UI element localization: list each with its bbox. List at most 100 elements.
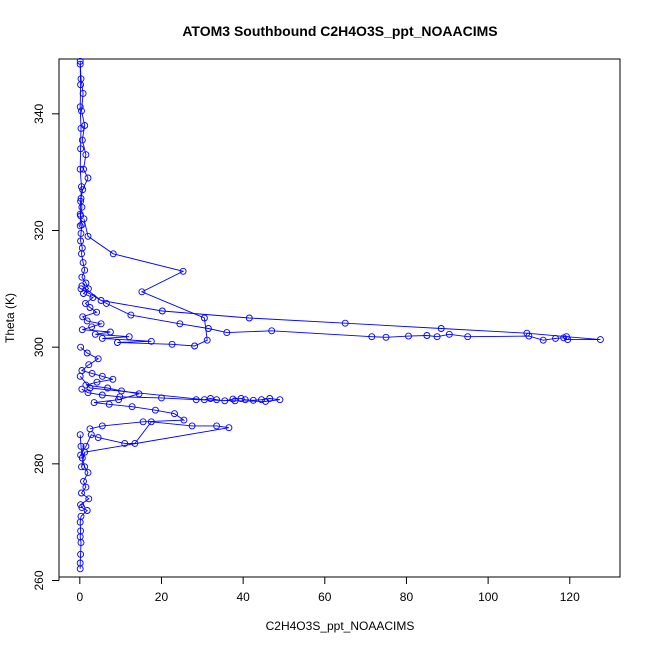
data-point (158, 394, 165, 402)
data-point (78, 203, 86, 211)
data-point (262, 397, 270, 405)
data-point (104, 384, 112, 392)
data-point (82, 483, 90, 491)
data-point (76, 103, 84, 111)
data-point (76, 518, 84, 526)
data-point (539, 336, 547, 344)
data-point (78, 326, 86, 334)
data-point (84, 174, 92, 182)
y-tick-label: 300 (32, 337, 46, 357)
y-tick-label: 320 (32, 220, 46, 240)
data-point (86, 304, 94, 311)
data-point (106, 328, 114, 336)
data-point (237, 395, 245, 402)
data-point (258, 396, 265, 404)
data-point (131, 439, 139, 447)
data-point (98, 391, 106, 399)
data-point (85, 361, 93, 369)
data-point (81, 463, 89, 471)
data-point (188, 422, 196, 430)
data-point (80, 165, 87, 173)
data-point (77, 539, 85, 547)
data-point (77, 212, 85, 220)
data-point (81, 266, 89, 274)
data-point (90, 399, 98, 407)
data-point (382, 333, 390, 341)
data-point (127, 311, 135, 319)
data-series (76, 57, 92, 230)
x-axis-label: C2H4O3S_ppt_NOAACIMS (266, 619, 415, 633)
data-point (77, 285, 85, 293)
data-point (76, 431, 84, 439)
data-point (76, 57, 84, 65)
data-point (563, 333, 570, 341)
data-point (83, 507, 91, 514)
data-point (79, 186, 87, 194)
data-point (179, 267, 187, 275)
data-point (341, 319, 349, 327)
data-point (98, 422, 106, 430)
data-point (116, 393, 124, 401)
data-point (93, 308, 101, 316)
plot-frame (58, 58, 621, 578)
data-series (77, 418, 233, 471)
data-point (82, 299, 89, 307)
data-point (200, 314, 208, 322)
data-point (97, 297, 105, 304)
data-point (596, 336, 604, 344)
x-axis: 0 20 40 60 80 100 120 (76, 576, 580, 604)
data-point (405, 332, 412, 340)
x-tick-label: 120 (560, 590, 580, 604)
data-point (83, 317, 91, 325)
data-series (76, 431, 93, 573)
data-point (82, 151, 90, 159)
data-point (180, 416, 188, 424)
data-point (139, 418, 147, 426)
data-point (423, 332, 431, 339)
data-point (223, 329, 231, 337)
series-line (79, 376, 280, 402)
x-tick-label: 0 (76, 590, 83, 604)
data-point (231, 397, 239, 405)
data-point (147, 337, 155, 345)
data-point (191, 342, 199, 350)
data-point (83, 349, 91, 357)
y-tick-label: 340 (32, 104, 46, 124)
data-point (97, 320, 105, 328)
data-point (229, 395, 237, 403)
data-point (433, 333, 441, 341)
data-point (204, 325, 212, 332)
data-point (552, 334, 559, 342)
data-point (78, 273, 86, 281)
data-point (109, 250, 117, 258)
data-point (464, 333, 472, 341)
data-point (176, 320, 184, 328)
data-point (77, 75, 85, 83)
data-point (158, 307, 166, 315)
data-point (113, 339, 121, 346)
data-point (77, 237, 85, 245)
data-point (77, 145, 85, 153)
data-point (151, 406, 159, 414)
data-point (221, 397, 229, 405)
x-tick-label: 20 (155, 590, 169, 604)
data-point (203, 336, 211, 344)
data-point (94, 434, 102, 442)
data-point (84, 469, 92, 477)
data-point (76, 372, 84, 380)
data-point (76, 565, 84, 573)
y-tick-label: 280 (32, 454, 46, 474)
data-point (147, 418, 155, 426)
data-point (77, 343, 85, 351)
data-point (78, 489, 85, 497)
data-point (78, 282, 86, 290)
data-point (77, 442, 85, 450)
data-point (81, 122, 89, 129)
data-point (78, 250, 85, 258)
data-point (78, 136, 86, 144)
x-tick-label: 60 (318, 590, 332, 604)
data-point (125, 333, 133, 341)
data-point (135, 390, 143, 398)
data-point (105, 400, 113, 408)
data-point (91, 330, 99, 338)
